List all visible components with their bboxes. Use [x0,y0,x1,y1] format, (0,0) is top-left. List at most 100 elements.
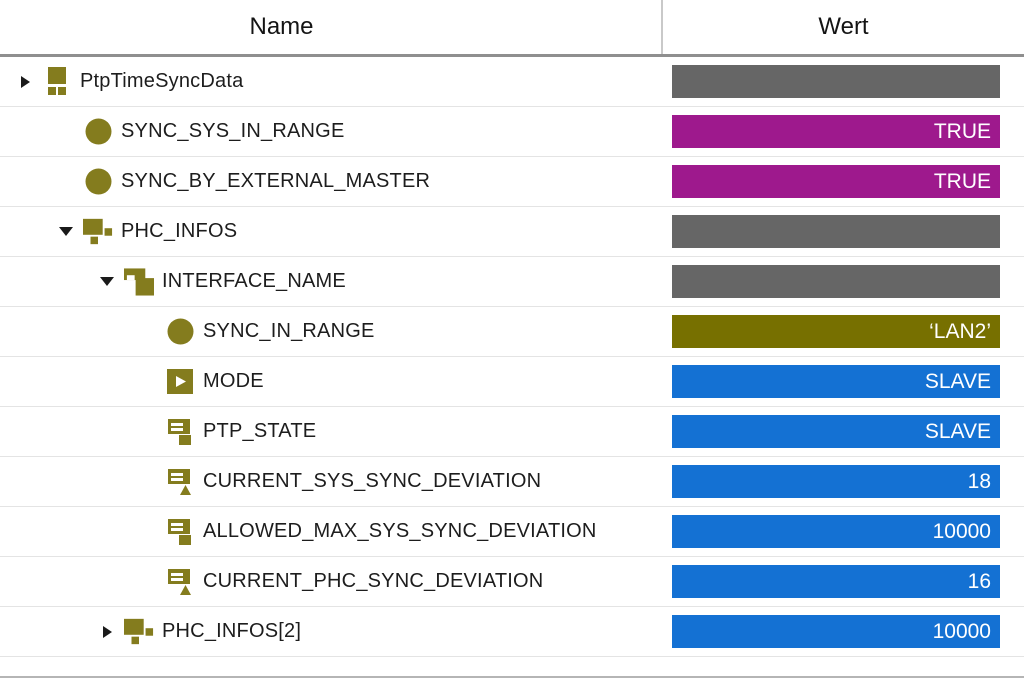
row-name-cell: PtpTimeSyncData [0,57,663,106]
number-icon [165,467,195,497]
value-text: SLAVE [924,419,991,443]
tree-indent [0,81,18,82]
row-value-cell [663,207,1024,256]
row-label: MODE [203,370,264,392]
struct-icon [42,67,72,97]
expanded-arrow-icon [100,277,114,286]
value-bar [672,215,1000,248]
row-name-cell: SYNC_BY_EXTERNAL_MASTER [0,157,663,206]
column-header-wert-label: Wert [818,13,869,40]
value-bar: 10000 [672,615,1000,648]
row-value-cell: 18 [663,457,1024,506]
row-value-cell [663,57,1024,106]
tree-indent [0,581,141,582]
value-bar: 16 [672,565,1000,598]
table-row[interactable]: SYNC_SYS_IN_RANGE TRUE [0,107,1024,157]
row-label: PtpTimeSyncData [80,70,244,92]
number-icon [165,567,195,597]
value-bar: TRUE [672,165,1000,198]
row-value-cell: 16 [663,557,1024,606]
value-bar: 18 [672,465,1000,498]
expand-button[interactable] [18,75,42,88]
value-bar: 10000 [672,515,1000,548]
row-name-cell: MODE [0,357,663,406]
expand-button[interactable] [100,625,124,638]
row-value-cell: TRUE [663,157,1024,206]
value-text: 10000 [932,619,991,643]
table-row[interactable]: PHC_INFOS[2] 10000 [0,607,1024,657]
row-label: ALLOWED_MAX_SYS_SYNC_DEVIATION [203,520,597,542]
value-bar [672,65,1000,98]
collapse-button[interactable] [100,277,124,286]
table-row[interactable]: SYNC_IN_RANGE ‘LAN2’ [0,307,1024,357]
row-name-cell: PTP_STATE [0,407,663,456]
row-label: SYNC_BY_EXTERNAL_MASTER [121,170,431,192]
row-name-cell: PHC_INFOS[2] [0,607,663,656]
bool-circle-icon [83,167,113,197]
string-icon [165,417,195,447]
bool-circle-icon [83,117,113,147]
collapsed-arrow-icon [103,625,112,638]
array-icon [124,617,154,647]
value-bar: SLAVE [672,365,1000,398]
collapsed-arrow-icon [21,75,30,88]
table-row[interactable]: SYNC_BY_EXTERNAL_MASTER TRUE [0,157,1024,207]
tree-indent [0,631,100,632]
column-header-wert[interactable]: Wert [663,0,1024,54]
tree-indent [0,181,59,182]
row-label: CURRENT_SYS_SYNC_DEVIATION [203,470,542,492]
collapse-button[interactable] [59,227,83,236]
table-row[interactable]: PtpTimeSyncData [0,57,1024,107]
value-bar: ‘LAN2’ [672,315,1000,348]
table-row[interactable]: PTP_STATE SLAVE [0,407,1024,457]
row-name-cell: SYNC_SYS_IN_RANGE [0,107,663,156]
table-row[interactable]: CURRENT_SYS_SYNC_DEVIATION 18 [0,457,1024,507]
row-label: INTERFACE_NAME [162,270,346,292]
bool-circle-icon [165,317,195,347]
row-value-cell: 10000 [663,507,1024,556]
expanded-arrow-icon [59,227,73,236]
row-label: SYNC_SYS_IN_RANGE [121,120,345,142]
string-icon [165,517,195,547]
table-body: PtpTimeSyncData SYNC_SYS_IN_RANGE TRUE S… [0,57,1024,657]
value-text: TRUE [933,119,991,143]
row-value-cell: 10000 [663,607,1024,656]
tree-indent [0,381,141,382]
value-text: ‘LAN2’ [929,319,991,343]
row-name-cell: CURRENT_PHC_SYNC_DEVIATION [0,557,663,606]
table-row[interactable]: MODE SLAVE [0,357,1024,407]
value-bar: TRUE [672,115,1000,148]
enum-icon [165,367,195,397]
value-bar [672,265,1000,298]
value-bar: SLAVE [672,415,1000,448]
row-label: PHC_INFOS [121,220,238,242]
tree-indent [0,281,100,282]
tree-indent [0,231,59,232]
row-label: CURRENT_PHC_SYNC_DEVIATION [203,570,544,592]
interface-icon [124,267,154,297]
value-text: 18 [967,469,991,493]
table-row[interactable]: PHC_INFOS [0,207,1024,257]
value-text: SLAVE [924,369,991,393]
table-row[interactable]: ALLOWED_MAX_SYS_SYNC_DEVIATION 10000 [0,507,1024,557]
row-value-cell: SLAVE [663,357,1024,406]
array-icon [83,217,113,247]
row-name-cell: PHC_INFOS [0,207,663,256]
row-name-cell: SYNC_IN_RANGE [0,307,663,356]
table-row[interactable]: INTERFACE_NAME [0,257,1024,307]
row-value-cell: TRUE [663,107,1024,156]
table-bottom-border [0,657,1024,678]
row-value-cell: ‘LAN2’ [663,307,1024,356]
row-label: PTP_STATE [203,420,317,442]
tree-indent [0,331,141,332]
row-name-cell: CURRENT_SYS_SYNC_DEVIATION [0,457,663,506]
tree-indent [0,531,141,532]
table-header: Name Wert [0,0,1024,57]
tree-indent [0,131,59,132]
table-row[interactable]: CURRENT_PHC_SYNC_DEVIATION 16 [0,557,1024,607]
row-name-cell: ALLOWED_MAX_SYS_SYNC_DEVIATION [0,507,663,556]
row-value-cell [663,257,1024,306]
column-header-name[interactable]: Name [0,0,663,54]
row-label: SYNC_IN_RANGE [203,320,375,342]
